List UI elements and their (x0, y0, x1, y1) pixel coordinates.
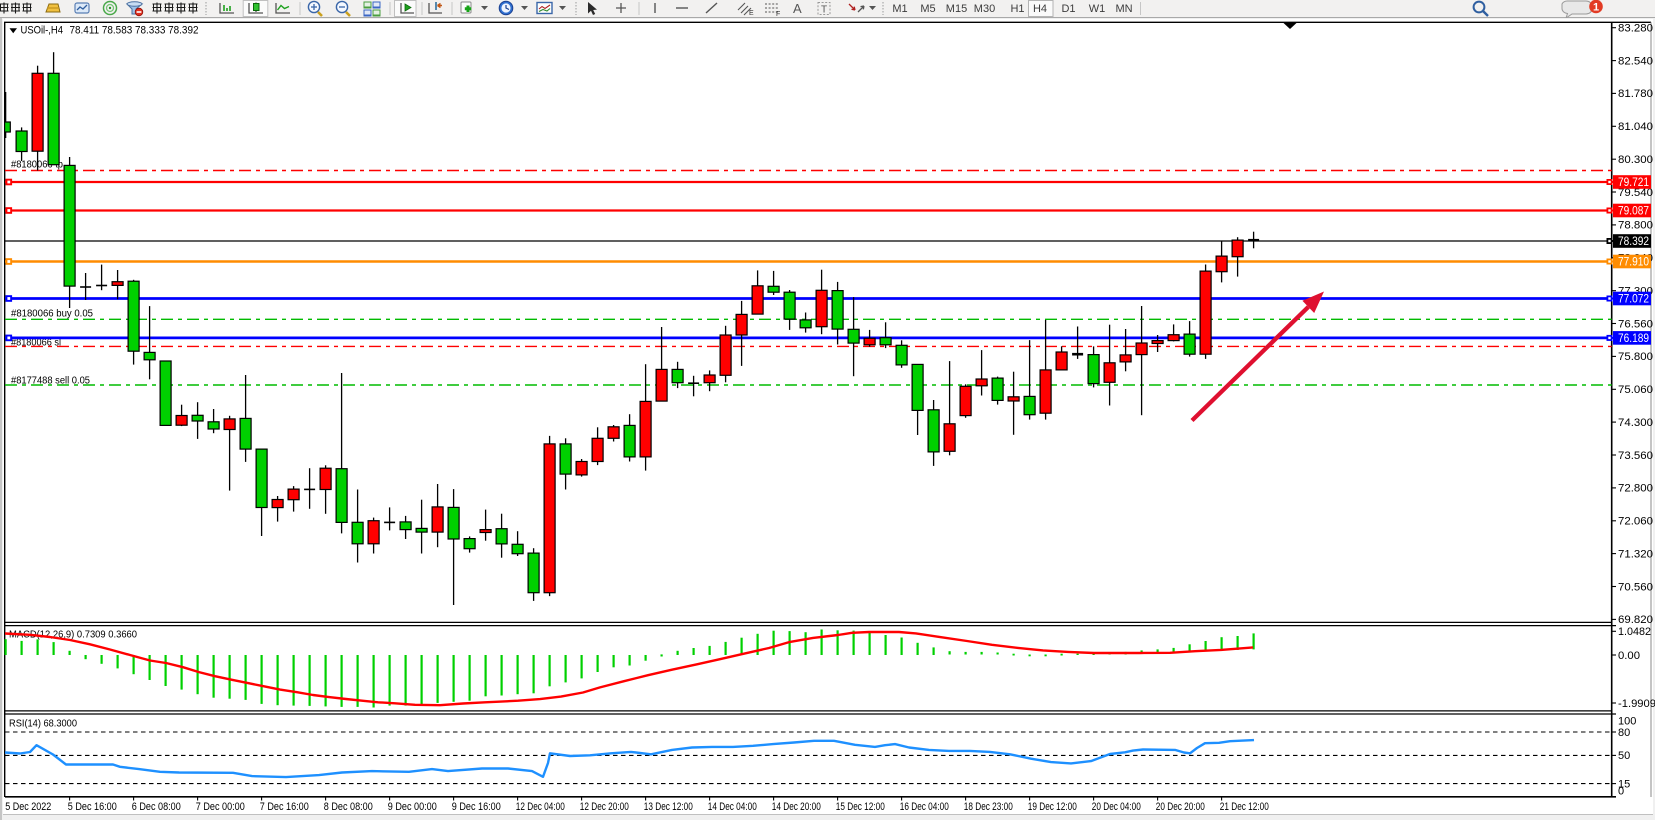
svg-text:9 Dec 16:00: 9 Dec 16:00 (452, 801, 501, 813)
svg-text:71.320: 71.320 (1618, 548, 1653, 560)
svg-text:M15: M15 (946, 3, 967, 15)
svg-text:MACD(12,26,9) 0.7309 0.3660: MACD(12,26,9) 0.7309 0.3660 (9, 630, 137, 641)
svg-text:14 Dec 20:00: 14 Dec 20:00 (772, 801, 821, 813)
svg-text:79.721: 79.721 (1618, 177, 1649, 189)
svg-text:50: 50 (1618, 750, 1630, 762)
svg-text:76.189: 76.189 (1618, 333, 1649, 345)
svg-text:USOil-,H4: USOil-,H4 (21, 25, 64, 37)
svg-text:76.560: 76.560 (1618, 318, 1653, 330)
svg-text:79.540: 79.540 (1618, 187, 1653, 199)
svg-text:H1: H1 (1010, 3, 1024, 15)
svg-text:13 Dec 12:00: 13 Dec 12:00 (644, 801, 693, 813)
svg-text:T: T (821, 5, 827, 16)
svg-text:6 Dec 08:00: 6 Dec 08:00 (132, 801, 181, 813)
svg-text:15: 15 (1618, 778, 1630, 790)
svg-text:W1: W1 (1089, 3, 1106, 15)
svg-text:78.411 78.583 78.333 78.392: 78.411 78.583 78.333 78.392 (70, 25, 199, 37)
svg-text:0: 0 (1618, 785, 1624, 797)
svg-text:5 Dec 2022: 5 Dec 2022 (5, 801, 51, 813)
svg-text:100: 100 (1618, 715, 1636, 727)
svg-text:78.392: 78.392 (1618, 236, 1649, 248)
svg-text:H4: H4 (1033, 3, 1047, 15)
svg-text:0.00: 0.00 (1618, 650, 1640, 662)
svg-text:16 Dec 04:00: 16 Dec 04:00 (900, 801, 949, 813)
svg-text:5 Dec 16:00: 5 Dec 16:00 (68, 801, 117, 813)
svg-text:75.800: 75.800 (1618, 351, 1653, 363)
svg-text:7 Dec 16:00: 7 Dec 16:00 (260, 801, 309, 813)
svg-text:80: 80 (1618, 727, 1630, 739)
svg-text:D1: D1 (1061, 3, 1075, 15)
svg-text:79.087: 79.087 (1618, 206, 1649, 218)
svg-text:MN: MN (1115, 3, 1132, 15)
svg-text:-1.9909: -1.9909 (1618, 698, 1655, 710)
svg-text:E: E (749, 10, 754, 17)
svg-text:69.820: 69.820 (1618, 614, 1653, 626)
svg-text:9 Dec 00:00: 9 Dec 00:00 (388, 801, 437, 813)
svg-text:72.060: 72.060 (1618, 516, 1653, 528)
svg-text:1: 1 (1593, 2, 1599, 14)
svg-text:72.800: 72.800 (1618, 483, 1653, 495)
svg-text:75.060: 75.060 (1618, 384, 1653, 396)
svg-text:A: A (793, 1, 802, 16)
svg-text:M1: M1 (892, 3, 907, 15)
svg-text:M5: M5 (920, 3, 935, 15)
svg-text:12 Dec 20:00: 12 Dec 20:00 (580, 801, 629, 813)
svg-text:8 Dec 08:00: 8 Dec 08:00 (324, 801, 373, 813)
svg-text:7 Dec 00:00: 7 Dec 00:00 (196, 801, 245, 813)
svg-text:21 Dec 12:00: 21 Dec 12:00 (1220, 801, 1269, 813)
svg-text:83.280: 83.280 (1618, 23, 1653, 35)
svg-text:RSI(14) 68.3000: RSI(14) 68.3000 (9, 719, 77, 730)
svg-text:#8180066 buy 0.05: #8180066 buy 0.05 (11, 309, 93, 320)
svg-text:74.300: 74.300 (1618, 417, 1653, 429)
svg-text:77.910: 77.910 (1618, 257, 1649, 269)
svg-text:1.0482: 1.0482 (1618, 626, 1651, 638)
svg-text:F: F (776, 11, 780, 18)
svg-text:82.540: 82.540 (1618, 55, 1653, 67)
svg-text:73.560: 73.560 (1618, 450, 1653, 462)
svg-text:#8177488 sell 0.05: #8177488 sell 0.05 (11, 376, 90, 387)
svg-text:12 Dec 04:00: 12 Dec 04:00 (516, 801, 565, 813)
svg-text:18 Dec 23:00: 18 Dec 23:00 (964, 801, 1013, 813)
svg-text:20 Dec 20:00: 20 Dec 20:00 (1156, 801, 1205, 813)
svg-text:M30: M30 (974, 3, 995, 15)
svg-text:14 Dec 04:00: 14 Dec 04:00 (708, 801, 757, 813)
svg-text:80.300: 80.300 (1618, 154, 1653, 166)
svg-text:78.800: 78.800 (1618, 220, 1653, 232)
svg-text:81.040: 81.040 (1618, 121, 1653, 133)
svg-text:77.072: 77.072 (1618, 294, 1649, 306)
svg-text:19 Dec 12:00: 19 Dec 12:00 (1028, 801, 1077, 813)
svg-text:81.780: 81.780 (1618, 88, 1653, 100)
svg-text:15 Dec 12:00: 15 Dec 12:00 (836, 801, 885, 813)
svg-text:#8180066 sl: #8180066 sl (11, 338, 61, 349)
svg-text:70.560: 70.560 (1618, 581, 1653, 593)
svg-text:20 Dec 04:00: 20 Dec 04:00 (1092, 801, 1141, 813)
